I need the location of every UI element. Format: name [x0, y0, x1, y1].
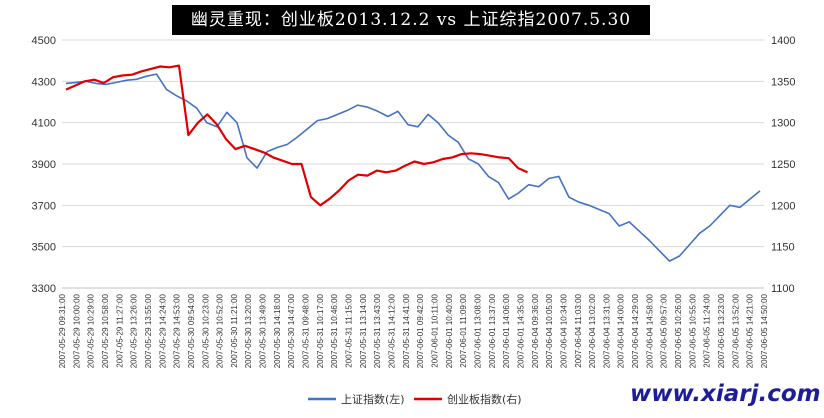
x-tick-label: 2007-06-05 10:26:00 [674, 293, 683, 368]
x-tick-label: 2007-06-04 10:05:00 [545, 293, 554, 368]
x-tick-label: 2007-06-01 11:09:00 [459, 293, 468, 367]
x-tick-label: 2007-05-30 13:20:00 [244, 293, 253, 368]
x-tick-label: 2007-05-30 11:21:00 [230, 293, 239, 367]
x-tick-label: 2007-05-29 14:53:00 [173, 293, 182, 368]
x-tick-label: 2007-06-04 13:31:00 [602, 293, 611, 368]
x-tick-label: 2007-06-04 11:03:00 [574, 293, 583, 367]
x-tick-label: 2007-06-01 10:11:00 [430, 293, 439, 367]
y-right-tick-label: 1100 [771, 283, 795, 295]
x-tick-label: 2007-05-29 10:00:00 [72, 293, 81, 368]
chart-title: 幽灵重现：创业板2013.12.2 vs 上证综指2007.5.30 [190, 10, 632, 30]
x-tick-label: 2007-05-29 10:29:00 [87, 293, 96, 368]
x-tick-label: 2007-05-30 10:52:00 [216, 293, 225, 368]
y-right-tick-label: 1250 [771, 159, 795, 171]
x-tick-label: 2007-05-29 10:58:00 [101, 293, 110, 368]
x-tick-label: 2007-06-04 09:36:00 [531, 293, 540, 368]
x-tick-label: 2007-06-05 09:57:00 [660, 293, 669, 368]
x-tick-label: 2007-06-04 14:29:00 [631, 293, 640, 368]
x-tick-label: 2007-06-05 11:24:00 [703, 293, 712, 367]
x-tick-label: 2007-05-31 10:17:00 [316, 293, 325, 368]
x-tick-label: 2007-06-04 14:00:00 [617, 293, 626, 368]
x-tick-label: 2007-05-29 13:26:00 [130, 293, 139, 368]
x-tick-label: 2007-06-05 10:55:00 [688, 293, 697, 368]
x-tick-label: 2007-05-31 13:43:00 [373, 293, 382, 368]
y-left-tick-label: 3700 [32, 200, 56, 212]
watermark-text: www.xiarj.com [630, 381, 821, 407]
y-left-tick-label: 4500 [32, 35, 56, 47]
y-left-tick-label: 3300 [32, 283, 56, 295]
y-left-tick-label: 4300 [32, 76, 56, 88]
series-line-shanghai [65, 73, 761, 262]
series-line-chinext [65, 64, 528, 207]
x-tick-label: 2007-06-05 13:52:00 [731, 293, 740, 368]
y-right-tick-label: 1350 [771, 76, 795, 88]
x-tick-label: 2007-05-29 11:27:00 [115, 293, 124, 367]
x-tick-label: 2007-06-05 13:23:00 [717, 293, 726, 368]
y-right-tick-label: 1150 [771, 242, 795, 254]
x-tick-label: 2007-06-01 10:40:00 [445, 293, 454, 368]
y-right-tick-label: 1200 [771, 200, 795, 212]
x-tick-label: 2007-05-30 10:23:00 [201, 293, 210, 368]
x-tick-label: 2007-05-29 13:55:00 [144, 293, 153, 368]
x-tick-label: 2007-06-04 10:34:00 [559, 293, 568, 368]
x-tick-label: 2007-05-31 14:41:00 [402, 293, 411, 368]
title-background [172, 5, 650, 35]
x-tick-label: 2007-05-30 09:54:00 [187, 293, 196, 368]
x-tick-label: 2007-05-30 13:49:00 [259, 293, 268, 368]
x-tick-label: 2007-05-31 11:15:00 [345, 293, 354, 367]
x-tick-label: 2007-05-31 14:12:00 [388, 293, 397, 368]
legend-label: 上证指数(左) [341, 392, 405, 406]
y-left-tick-label: 3900 [32, 159, 56, 171]
x-tick-label: 2007-05-31 09:48:00 [302, 293, 311, 368]
x-tick-label: 2007-06-04 14:58:00 [645, 293, 654, 368]
x-tick-label: 2007-05-29 14:24:00 [158, 293, 167, 368]
y-left-tick-label: 3500 [32, 242, 56, 254]
x-tick-label: 2007-05-31 13:14:00 [359, 293, 368, 368]
x-tick-label: 2007-06-05 14:50:00 [760, 293, 769, 368]
x-tick-label: 2007-06-05 14:21:00 [746, 293, 755, 368]
x-tick-label: 2007-06-04 13:02:00 [588, 293, 597, 368]
x-tick-label: 2007-06-01 14:06:00 [502, 293, 511, 368]
y-left-tick-label: 4100 [32, 118, 56, 130]
x-tick-label: 2007-06-01 14:35:00 [516, 293, 525, 368]
legend-label: 创业板指数(右) [447, 392, 522, 406]
x-tick-label: 2007-06-01 13:08:00 [473, 293, 482, 368]
x-tick-label: 2007-06-01 09:42:00 [416, 293, 425, 368]
x-tick-label: 2007-06-01 13:37:00 [488, 293, 497, 368]
y-right-tick-label: 1300 [771, 118, 795, 130]
y-right-tick-label: 1400 [771, 35, 795, 47]
x-tick-label: 2007-05-30 14:47:00 [287, 293, 296, 368]
x-tick-label: 2007-05-31 10:46:00 [330, 293, 339, 368]
x-tick-label: 2007-05-29 09:31:00 [58, 293, 67, 368]
x-tick-label: 2007-05-30 14:18:00 [273, 293, 282, 368]
